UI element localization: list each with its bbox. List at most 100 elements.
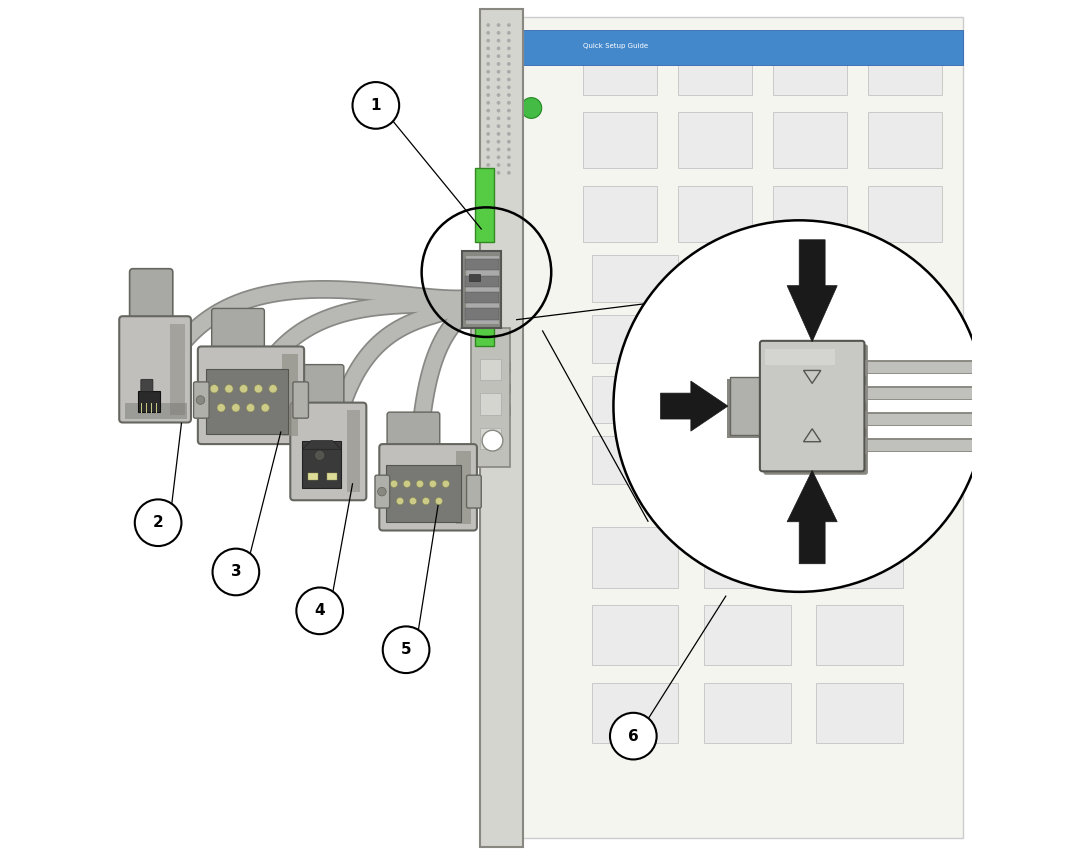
Bar bbox=[862, 436, 866, 454]
Circle shape bbox=[507, 93, 511, 97]
Circle shape bbox=[409, 498, 417, 505]
Circle shape bbox=[396, 498, 404, 505]
Circle shape bbox=[497, 124, 500, 128]
Circle shape bbox=[486, 86, 490, 89]
Bar bbox=[816, 605, 903, 665]
FancyBboxPatch shape bbox=[198, 346, 305, 444]
FancyBboxPatch shape bbox=[475, 289, 495, 346]
Circle shape bbox=[507, 39, 511, 42]
Bar bbox=[773, 112, 847, 168]
Circle shape bbox=[486, 156, 490, 159]
Bar bbox=[816, 315, 903, 363]
FancyBboxPatch shape bbox=[464, 255, 499, 324]
Circle shape bbox=[352, 82, 400, 129]
Circle shape bbox=[507, 140, 511, 143]
FancyBboxPatch shape bbox=[765, 349, 835, 365]
Bar bbox=[868, 112, 942, 168]
Bar bbox=[592, 605, 678, 665]
Circle shape bbox=[261, 403, 269, 412]
Bar bbox=[480, 393, 501, 415]
Circle shape bbox=[497, 47, 500, 50]
Circle shape bbox=[486, 78, 490, 81]
FancyBboxPatch shape bbox=[467, 475, 482, 508]
Circle shape bbox=[296, 588, 343, 634]
Circle shape bbox=[497, 86, 500, 89]
FancyBboxPatch shape bbox=[291, 403, 366, 500]
Bar bbox=[592, 315, 678, 363]
Circle shape bbox=[269, 384, 278, 393]
Bar bbox=[492, 361, 510, 372]
Polygon shape bbox=[787, 240, 837, 342]
Text: 4: 4 bbox=[314, 603, 325, 619]
Circle shape bbox=[486, 148, 490, 151]
Circle shape bbox=[482, 430, 503, 451]
Bar bbox=[678, 39, 752, 95]
Circle shape bbox=[197, 396, 205, 404]
FancyBboxPatch shape bbox=[138, 391, 160, 412]
Text: 3: 3 bbox=[230, 564, 241, 580]
Bar bbox=[592, 683, 678, 743]
Circle shape bbox=[507, 54, 511, 58]
FancyBboxPatch shape bbox=[379, 444, 477, 530]
FancyBboxPatch shape bbox=[282, 354, 298, 436]
FancyBboxPatch shape bbox=[171, 324, 185, 415]
Circle shape bbox=[507, 101, 511, 105]
Circle shape bbox=[225, 384, 233, 393]
Circle shape bbox=[486, 101, 490, 105]
Bar bbox=[592, 436, 678, 484]
Bar bbox=[492, 404, 510, 415]
FancyBboxPatch shape bbox=[140, 379, 153, 391]
Circle shape bbox=[486, 47, 490, 50]
Circle shape bbox=[442, 480, 449, 487]
Circle shape bbox=[486, 117, 490, 120]
Circle shape bbox=[497, 156, 500, 159]
Bar bbox=[816, 683, 903, 743]
FancyBboxPatch shape bbox=[475, 168, 495, 242]
Circle shape bbox=[497, 54, 500, 58]
Text: 5: 5 bbox=[401, 642, 411, 658]
Circle shape bbox=[507, 23, 511, 27]
Text: Quick Setup Guide: Quick Setup Guide bbox=[583, 42, 648, 48]
Bar bbox=[704, 315, 791, 363]
Bar bbox=[816, 376, 903, 423]
Circle shape bbox=[486, 39, 490, 42]
Circle shape bbox=[486, 163, 490, 167]
FancyBboxPatch shape bbox=[727, 379, 760, 438]
Circle shape bbox=[486, 70, 490, 73]
FancyBboxPatch shape bbox=[125, 403, 188, 419]
Circle shape bbox=[497, 132, 500, 136]
Circle shape bbox=[497, 23, 500, 27]
Circle shape bbox=[497, 93, 500, 97]
Circle shape bbox=[429, 480, 436, 487]
Bar bbox=[592, 527, 678, 588]
Circle shape bbox=[507, 109, 511, 112]
Bar bbox=[678, 186, 752, 242]
Circle shape bbox=[486, 132, 490, 136]
Circle shape bbox=[390, 480, 397, 487]
Bar bbox=[469, 274, 480, 281]
Circle shape bbox=[486, 171, 490, 175]
Bar bbox=[592, 376, 678, 423]
Circle shape bbox=[254, 384, 262, 393]
Circle shape bbox=[135, 499, 181, 546]
Circle shape bbox=[497, 62, 500, 66]
Circle shape bbox=[211, 384, 218, 393]
Circle shape bbox=[240, 384, 247, 393]
FancyBboxPatch shape bbox=[302, 441, 341, 488]
Bar bbox=[583, 39, 657, 95]
Circle shape bbox=[507, 156, 511, 159]
Circle shape bbox=[486, 109, 490, 112]
Circle shape bbox=[246, 403, 255, 412]
Circle shape bbox=[435, 498, 443, 505]
Bar bbox=[678, 112, 752, 168]
Bar bbox=[480, 428, 501, 449]
Circle shape bbox=[486, 23, 490, 27]
Circle shape bbox=[497, 117, 500, 120]
FancyBboxPatch shape bbox=[514, 17, 963, 838]
FancyBboxPatch shape bbox=[193, 382, 210, 418]
Bar bbox=[464, 276, 499, 287]
Bar bbox=[492, 383, 510, 393]
Circle shape bbox=[486, 124, 490, 128]
Bar bbox=[464, 292, 499, 303]
Circle shape bbox=[486, 31, 490, 35]
